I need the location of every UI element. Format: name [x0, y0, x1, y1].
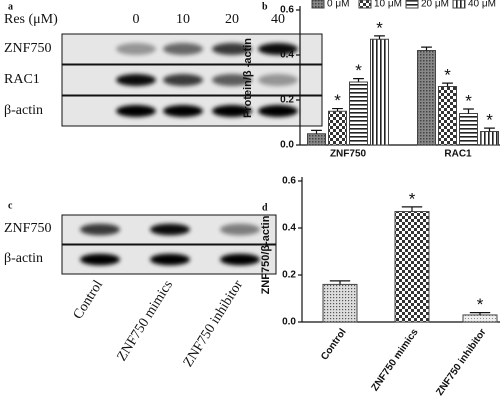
error-bar [311, 129, 322, 134]
x-tick-label: ZNF750 mimics [370, 327, 421, 394]
error-bar [469, 312, 491, 315]
blot-band [212, 74, 252, 86]
legend-swatch [405, 0, 419, 9]
error-bar [374, 35, 385, 40]
y-tick-label: 0.6 [280, 5, 294, 16]
bar [328, 110, 347, 146]
bar [417, 50, 436, 146]
blot-band [212, 105, 252, 117]
y-axis-label: ZNF750/β-actin [260, 215, 272, 294]
row-label: β-actin [4, 103, 43, 118]
lane-label: Control [71, 278, 106, 322]
significance-mark: * [477, 295, 484, 314]
error-bar [421, 46, 432, 51]
blot-band [116, 105, 156, 117]
row-label: β-actin [4, 251, 43, 266]
blot-band [258, 43, 298, 55]
significance-mark: * [409, 189, 416, 208]
bar [322, 283, 358, 323]
blot-band [116, 74, 156, 86]
x-tick-label: ZNF750 [330, 149, 367, 160]
error-bar [332, 107, 343, 112]
row-label: ZNF750 [4, 41, 51, 56]
blot-band [163, 74, 203, 86]
blot-band [80, 253, 120, 266]
legend-swatch [311, 0, 325, 9]
significance-mark: * [334, 91, 341, 110]
dose-label: 20 [225, 12, 239, 27]
blot-band [163, 105, 203, 117]
y-axis-label: Protein/β -actin [242, 38, 254, 118]
error-bar [353, 78, 364, 82]
y-tick-label: 0.4 [282, 223, 296, 234]
blot-band [258, 74, 298, 86]
y-tick-label: 0.4 [280, 50, 294, 61]
blot-band [220, 253, 260, 266]
x-tick-label: ZNF750 inhibitor [434, 327, 488, 398]
bar [394, 211, 430, 323]
lane-label: ZNF750 inhibitor [181, 278, 246, 370]
row-label: ZNF750 [4, 221, 51, 236]
legend-label: 20 μM [421, 0, 449, 10]
legend-swatch [358, 0, 372, 9]
x-tick-label: RAC1 [444, 149, 472, 160]
bar [307, 133, 326, 146]
panel-label: d [262, 202, 268, 213]
y-tick-label: 0.6 [282, 176, 296, 187]
error-bar [442, 82, 453, 87]
error-bar [484, 127, 495, 132]
y-tick-label: 0.2 [282, 270, 296, 281]
panel-label: c [8, 200, 13, 211]
blot-band [220, 223, 260, 236]
blot-band [80, 223, 120, 236]
y-tick-label: 0.0 [282, 317, 296, 328]
bar [438, 86, 457, 146]
blot-band [212, 43, 252, 55]
legend-label: 40 μM [468, 0, 496, 10]
blot-band [116, 43, 156, 55]
row-label: RAC1 [4, 72, 40, 87]
error-bar [463, 108, 474, 114]
y-tick-label: 0.2 [280, 95, 294, 106]
error-bar [401, 206, 423, 212]
blot-band [150, 253, 190, 266]
x-tick-label: Control [319, 327, 349, 363]
error-bar [329, 280, 351, 285]
treatment-label: Res (μM) [4, 12, 58, 27]
dose-label: 0 [133, 12, 140, 27]
bar [480, 131, 499, 146]
bar [370, 38, 389, 146]
legend-label: 10 μM [374, 0, 402, 10]
lane-label: ZNF750 mimics [115, 278, 177, 364]
legend-label: 0 μM [327, 0, 349, 10]
bar [459, 113, 478, 146]
dose-label: 10 [176, 12, 190, 27]
significance-mark: * [465, 91, 472, 110]
significance-mark: * [486, 111, 493, 130]
legend-swatch [452, 0, 466, 9]
panel-label: b [262, 1, 268, 12]
bar [349, 81, 368, 146]
bar [462, 314, 498, 323]
blot-band [163, 43, 203, 55]
panel-label: a [8, 1, 13, 12]
dose-label: 40 [271, 12, 285, 27]
y-tick-label: 0.0 [280, 140, 294, 151]
blot-band [150, 223, 190, 236]
significance-mark: * [355, 61, 362, 80]
blot-band [258, 105, 298, 117]
significance-mark: * [376, 18, 383, 37]
significance-mark: * [444, 66, 451, 85]
